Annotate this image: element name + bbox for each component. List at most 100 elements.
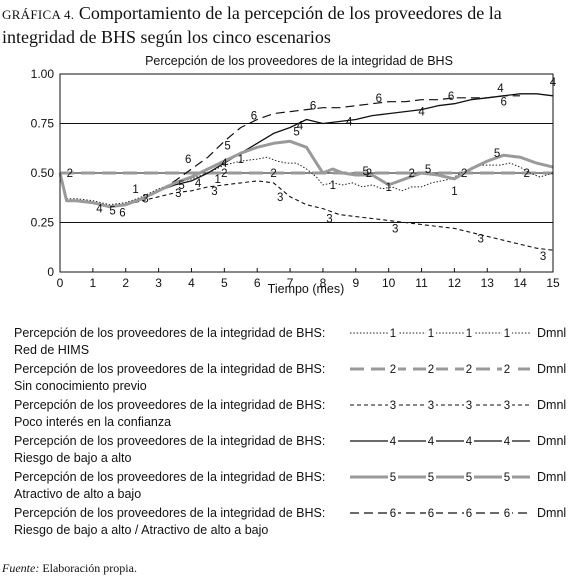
series-marker-4: 4	[297, 120, 304, 132]
legend-entry-label: Percepción de los proveedores de la inte…	[14, 506, 325, 520]
legend-marker-bg	[426, 326, 436, 339]
legend-marker-4: 4	[504, 436, 511, 448]
x-axis-title: Tiempo (mes)	[268, 282, 345, 296]
legend-marker-bg	[464, 398, 474, 411]
series-marker-3: 3	[142, 194, 148, 206]
x-tick-label: 14	[513, 276, 527, 290]
series-marker-6: 6	[500, 97, 506, 109]
y-tick-label: 0	[47, 265, 54, 279]
series-marker-3: 3	[175, 188, 181, 200]
legend-marker-1: 1	[428, 328, 434, 340]
y-axis-ticks: 0 0.25 0.50 0.75 1.00	[31, 67, 55, 279]
series-marker-4: 4	[195, 178, 202, 190]
legend-entry-sublabel: Riesgo de bajo a alto / Atractivo de alt…	[14, 523, 268, 537]
legend-marker-bg	[388, 326, 398, 339]
figure-title-text: Comportamiento de la percepción de los p…	[2, 3, 502, 47]
x-axis-ticks: 0 1 2 3 4 5 6 7 8 9 10 11 12 13 14 15	[57, 268, 560, 290]
legend-marker-6: 6	[466, 508, 472, 520]
legend-marker-bg	[502, 362, 512, 375]
series-lines	[58, 93, 554, 251]
legend-marker-3: 3	[428, 400, 434, 412]
legend-marker-2: 2	[428, 364, 434, 376]
series-marker-4: 4	[497, 83, 504, 95]
legend-entry-sublabel: Red de HIMS	[14, 343, 89, 357]
series-marker-5: 5	[494, 148, 500, 160]
x-tick-label: 6	[254, 276, 261, 290]
y-tick-label: 0.25	[31, 216, 55, 230]
series-marker-2: 2	[461, 168, 467, 180]
legend-unit: Dmnl	[537, 506, 566, 520]
legend-marker-bg	[502, 470, 512, 483]
legend-unit: Dmnl	[537, 326, 566, 340]
legend-marker-bg	[502, 398, 512, 411]
series-marker-2: 2	[408, 168, 414, 180]
legend-entry-label: Percepción de los proveedores de la inte…	[14, 326, 325, 340]
legend-entry-label: Percepción de los proveedores de la inte…	[14, 470, 325, 484]
legend: Percepción de los proveedores de la inte…	[14, 326, 566, 537]
legend-marker-bg	[464, 326, 474, 339]
legend-marker-2: 2	[504, 364, 510, 376]
legend-marker-5: 5	[504, 472, 510, 484]
series-marker-1: 1	[330, 180, 336, 192]
series-marker-5: 5	[425, 164, 431, 176]
x-tick-label: 4	[188, 276, 195, 290]
series-marker-3: 3	[211, 186, 217, 198]
legend-marker-1: 1	[390, 328, 396, 340]
series-marker-5: 5	[109, 206, 115, 218]
series-marker-6: 6	[119, 208, 125, 220]
series-marker-1: 1	[451, 186, 457, 198]
legend-marker-6: 6	[390, 508, 396, 520]
legend-marker-3: 3	[466, 400, 472, 412]
series-marker-3: 3	[540, 251, 546, 263]
series-marker-5: 5	[362, 166, 368, 178]
x-tick-label: 2	[122, 276, 129, 290]
legend-entry-sublabel: Poco interés en la confianza	[14, 415, 171, 429]
source-text: Elaboración propia.	[42, 561, 137, 575]
series-marker-1: 1	[385, 182, 391, 194]
legend-entry-sublabel: Riesgo de bajo a alto	[14, 451, 131, 465]
series-marker-4: 4	[221, 158, 228, 170]
series-marker-3: 3	[392, 223, 398, 235]
series-marker-6: 6	[376, 93, 382, 105]
legend-marker-bg	[388, 470, 398, 483]
legend-marker-bg	[502, 326, 512, 339]
legend-marker-5: 5	[428, 472, 434, 484]
series-marker-2: 2	[270, 168, 276, 180]
legend-entry-label: Percepción de los proveedores de la inte…	[14, 434, 325, 448]
series-marker-5: 5	[224, 140, 230, 152]
legend-marker-5: 5	[390, 472, 396, 484]
legend-entry-sublabel: Sin conocimiento previo	[14, 379, 147, 393]
y-tick-label: 0.50	[31, 166, 55, 180]
legend-marker-2: 2	[466, 364, 472, 376]
x-tick-label: 3	[155, 276, 162, 290]
legend-unit: Dmnl	[537, 470, 566, 484]
legend-marker-bg	[388, 434, 398, 447]
x-tick-label: 7	[287, 276, 294, 290]
chart-title: Percepción de los proveedores de la inte…	[145, 54, 453, 68]
legend-marker-bg	[502, 434, 512, 447]
x-tick-label: 5	[221, 276, 228, 290]
legend-marker-4: 4	[390, 436, 397, 448]
legend-marker-1: 1	[504, 328, 510, 340]
legend-marker-bg	[426, 506, 436, 519]
legend-marker-5: 5	[466, 472, 472, 484]
legend-marker-4: 4	[428, 436, 435, 448]
series-marker-2: 2	[524, 168, 530, 180]
legend-marker-bg	[464, 506, 474, 519]
legend-entry-label: Percepción de los proveedores de la inte…	[14, 398, 325, 412]
figure-label: GRÁFICA 4.	[2, 7, 75, 22]
legend-entry-sublabel: Atractivo de alto a bajo	[14, 487, 141, 501]
series-marker-1: 1	[238, 154, 244, 166]
legend-unit: Dmnl	[537, 362, 566, 376]
series-marker-4: 4	[96, 204, 103, 216]
series-marker-2: 2	[67, 168, 73, 180]
series-marker-1: 1	[215, 174, 221, 186]
legend-marker-bg	[388, 398, 398, 411]
legend-unit: Dmnl	[537, 434, 566, 448]
series-marker-4: 4	[346, 117, 353, 129]
series-marker-3: 3	[277, 192, 283, 204]
legend-marker-bg	[464, 434, 474, 447]
figure-title: GRÁFICA 4. Comportamiento de la percepci…	[2, 2, 568, 48]
series-marker-3: 3	[326, 214, 332, 226]
